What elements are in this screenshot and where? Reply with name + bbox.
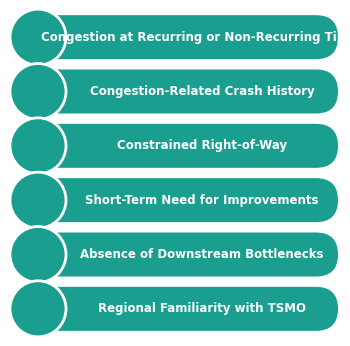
- FancyBboxPatch shape: [16, 124, 338, 168]
- Circle shape: [10, 281, 66, 337]
- FancyBboxPatch shape: [16, 287, 338, 331]
- Text: Regional Familiarity with TSMO: Regional Familiarity with TSMO: [98, 302, 306, 315]
- FancyBboxPatch shape: [16, 70, 338, 113]
- Circle shape: [10, 118, 66, 174]
- Text: Constrained Right-of-Way: Constrained Right-of-Way: [117, 139, 287, 152]
- FancyBboxPatch shape: [16, 178, 338, 222]
- Text: Congestion-Related Crash History: Congestion-Related Crash History: [90, 85, 314, 98]
- Text: Absence of Downstream Bottlenecks: Absence of Downstream Bottlenecks: [80, 248, 324, 261]
- FancyBboxPatch shape: [16, 233, 338, 276]
- Circle shape: [10, 227, 66, 282]
- Circle shape: [10, 172, 66, 228]
- Text: Short-Term Need for Improvements: Short-Term Need for Improvements: [85, 194, 319, 207]
- Text: Congestion at Recurring or Non-Recurring Times: Congestion at Recurring or Non-Recurring…: [41, 31, 350, 44]
- Circle shape: [10, 9, 66, 65]
- FancyBboxPatch shape: [16, 15, 338, 59]
- Circle shape: [10, 64, 66, 119]
